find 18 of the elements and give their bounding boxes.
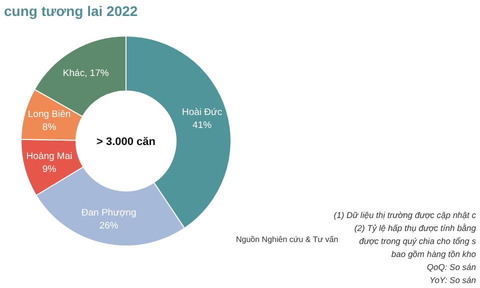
text: bao gồm hàng tồn kho bbox=[391, 249, 476, 259]
text: (1) Dữ liệu thị trường được cập nhật c bbox=[334, 210, 477, 220]
slice-label: Hoàng Mai bbox=[26, 150, 72, 162]
text: được trong quý chia cho tổng s bbox=[359, 236, 477, 246]
data-label: 8% bbox=[42, 122, 57, 134]
slice-label: Đan Phượng bbox=[81, 208, 136, 219]
text: (2) Tỷ lệ hấp thụ được tính bằng bbox=[354, 223, 476, 233]
chart-title: cung tương lai 2022 bbox=[4, 3, 138, 19]
slice-label: Khác, 17% bbox=[62, 68, 110, 79]
data-label: 26% bbox=[99, 220, 119, 232]
text: QoQ: So sán bbox=[426, 262, 476, 272]
data-label: 41% bbox=[192, 120, 212, 131]
text: YoY: So sán bbox=[430, 275, 476, 285]
slice-label: Long Biên bbox=[28, 109, 71, 120]
text: > 3.000 căn bbox=[96, 136, 156, 148]
data-label: 9% bbox=[42, 164, 57, 175]
text: Nguồn Nghiên cứu & Tư vấn bbox=[236, 235, 338, 244]
slice-label: Hoài Đức bbox=[182, 106, 222, 118]
